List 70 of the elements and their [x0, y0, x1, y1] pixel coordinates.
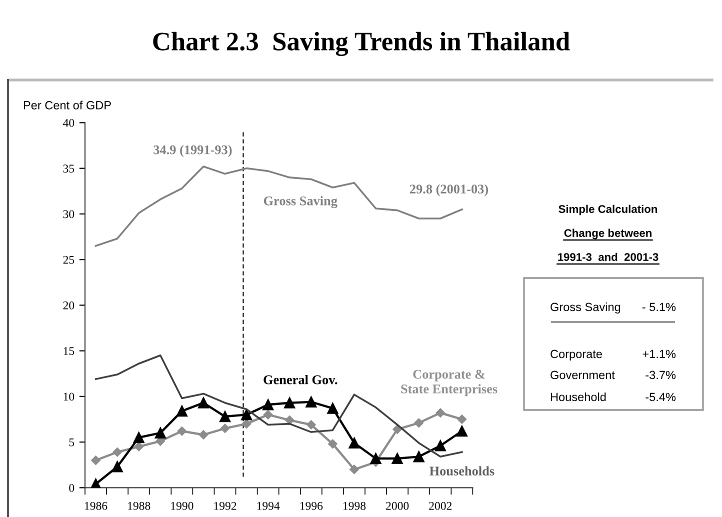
point — [392, 452, 403, 464]
point — [262, 399, 274, 410]
text: Simple Calculation — [558, 204, 658, 216]
point — [392, 424, 402, 434]
y-tick-label: 35 — [63, 164, 74, 173]
annotation: 34.9 (1991-93) — [154, 145, 232, 157]
text: -5.4% — [646, 392, 676, 402]
text: Household — [550, 392, 606, 402]
y-tick-label: 40 — [63, 118, 74, 127]
x-tick-label: 1986 — [85, 502, 108, 510]
annotation: 29.8 (2001-03) — [410, 184, 488, 196]
y-tick-label: 20 — [63, 301, 74, 310]
series-label: Households — [430, 466, 494, 476]
x-tick-label: 1994 — [257, 502, 280, 510]
point — [220, 424, 230, 434]
point — [434, 440, 446, 452]
text: - 5.1% — [642, 302, 676, 312]
point — [348, 437, 360, 449]
point — [112, 447, 122, 457]
text: Change between — [564, 228, 652, 240]
x-tick-label: 1992 — [214, 502, 236, 510]
point — [350, 464, 359, 474]
y-tick-label: 10 — [64, 392, 74, 401]
y-tick-label: 0 — [69, 484, 74, 492]
point — [263, 410, 273, 420]
text: Corporate — [550, 350, 602, 361]
text: Corporate & State Enterprises — [401, 370, 498, 396]
point — [328, 439, 338, 449]
point — [134, 442, 144, 452]
series-label: Gross Saving — [264, 196, 338, 208]
point — [306, 396, 317, 408]
point — [219, 410, 231, 422]
y-tick-label: 25 — [63, 256, 74, 264]
y-tick-label: 30 — [63, 210, 74, 218]
point — [327, 402, 338, 414]
x-tick-label: 2000 — [386, 502, 409, 510]
chart-title: Chart 2.3 Saving Trends in Thailand — [153, 32, 570, 56]
point — [240, 409, 252, 420]
point — [414, 418, 424, 428]
point — [284, 397, 296, 408]
point — [176, 405, 188, 417]
point — [436, 408, 446, 418]
point — [198, 397, 210, 408]
x-tick-label: 2002 — [429, 502, 452, 510]
text: Gross Saving — [550, 302, 620, 314]
y-tick-label: 15 — [64, 347, 74, 356]
point — [133, 432, 144, 444]
point — [413, 451, 424, 462]
point — [457, 414, 467, 424]
point — [198, 430, 208, 440]
x-tick-label: 1988 — [128, 502, 150, 510]
text: +1.1% — [642, 350, 676, 358]
text: -3.7% — [646, 370, 676, 380]
point — [370, 452, 382, 464]
text: Government — [550, 370, 615, 380]
series-label: General Gov. — [264, 374, 338, 384]
x-tick-label: 1996 — [300, 502, 323, 510]
y-tick-label: 5 — [69, 438, 74, 446]
text: 1991-3 and 2001-3 — [558, 252, 658, 261]
point — [456, 426, 468, 437]
x-tick-label: 1998 — [343, 502, 366, 510]
point — [242, 419, 252, 428]
point — [154, 427, 166, 439]
point — [91, 456, 100, 465]
y-axis-title: Per Cent of GDP — [24, 100, 111, 110]
point — [284, 416, 294, 425]
point — [306, 420, 316, 430]
x-tick-label: 1990 — [171, 502, 194, 510]
point — [177, 426, 187, 436]
point — [112, 461, 123, 472]
